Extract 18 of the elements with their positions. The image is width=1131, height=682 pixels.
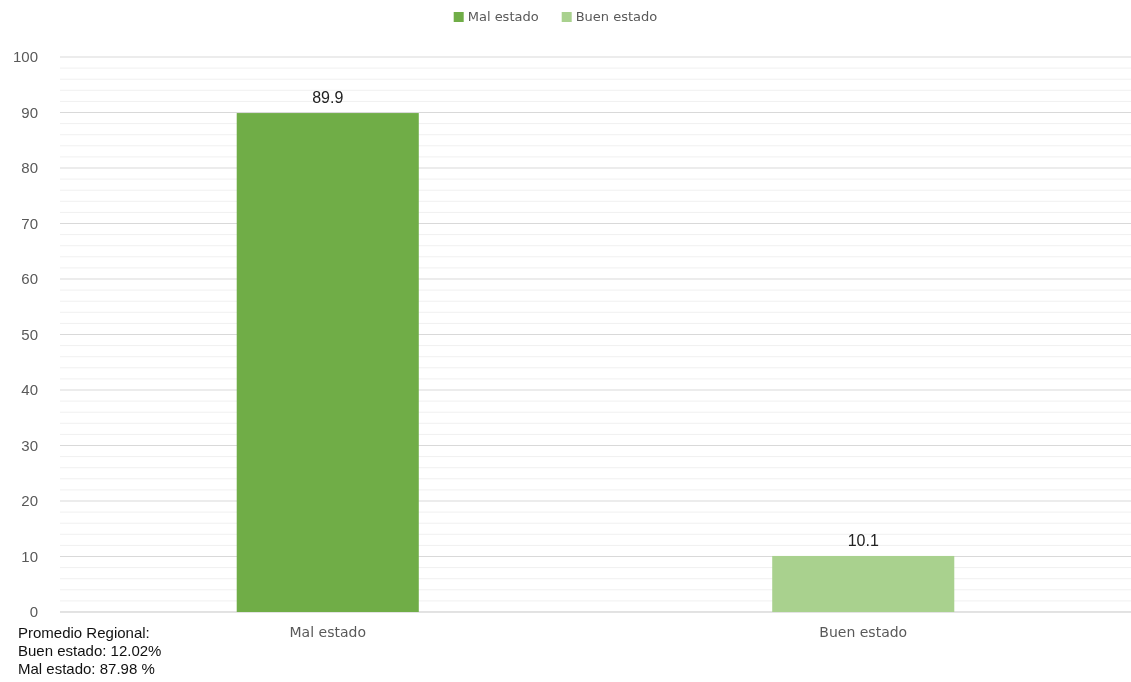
text: Promedio Regional:	[18, 624, 150, 641]
y-tick-label: 30	[21, 436, 38, 454]
data-label: 89.9	[312, 89, 344, 107]
y-tick-label: 10	[21, 547, 38, 565]
y-tick-label: 100	[12, 48, 38, 66]
data-label: 10.1	[847, 531, 879, 549]
legend-label: Buen estado	[575, 9, 658, 24]
y-tick-label: 50	[21, 325, 38, 343]
y-tick-label: 60	[21, 270, 38, 288]
text: Mal estado: 87.98 %	[18, 660, 155, 677]
y-tick-label: 0	[29, 603, 38, 621]
y-tick-label: 80	[21, 159, 38, 177]
y-tick-label: 40	[21, 381, 38, 399]
y-tick-label: 20	[21, 492, 38, 510]
y-tick-label: 70	[21, 214, 38, 232]
y-tick-label: 90	[21, 103, 38, 121]
text: Buen estado: 12.02%	[18, 642, 162, 659]
legend-label: Mal estado	[467, 9, 539, 24]
